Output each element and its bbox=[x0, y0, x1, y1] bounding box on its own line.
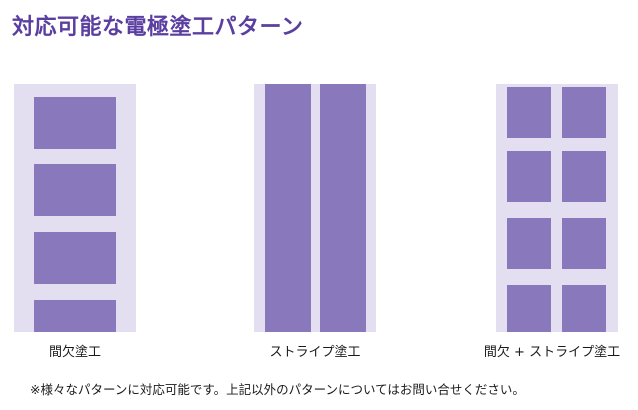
coating-patch bbox=[507, 87, 551, 138]
coating-patch bbox=[562, 285, 606, 332]
coating-patch bbox=[34, 164, 116, 216]
coating-patch bbox=[507, 151, 551, 202]
coating-patch bbox=[562, 87, 606, 138]
intermittent-stripe-pattern-diagram bbox=[496, 84, 618, 332]
coating-patch bbox=[34, 232, 116, 284]
intermittent-pattern-label: 間欠塗工 bbox=[48, 345, 101, 360]
coating-stripe bbox=[265, 84, 311, 332]
stripe-pattern-diagram bbox=[254, 84, 376, 332]
intermittent-stripe-pattern-label: 間欠 + ストライプ塗工 bbox=[483, 345, 621, 360]
stripe-pattern-label: ストライプ塗工 bbox=[269, 345, 361, 360]
coating-patch bbox=[34, 300, 116, 332]
page-title: 対応可能な電極塗工パターン bbox=[12, 15, 304, 40]
coating-patch bbox=[34, 97, 116, 149]
coating-patch bbox=[507, 218, 551, 269]
intermittent-pattern-diagram bbox=[14, 84, 136, 332]
coating-patch bbox=[507, 285, 551, 332]
coating-stripe bbox=[320, 84, 366, 332]
coating-patch bbox=[562, 218, 606, 269]
coating-patch bbox=[562, 151, 606, 202]
footnote: ※様々なパターンに対応可能です。上記以外のパターンについてはお問い合せください。 bbox=[30, 382, 525, 397]
